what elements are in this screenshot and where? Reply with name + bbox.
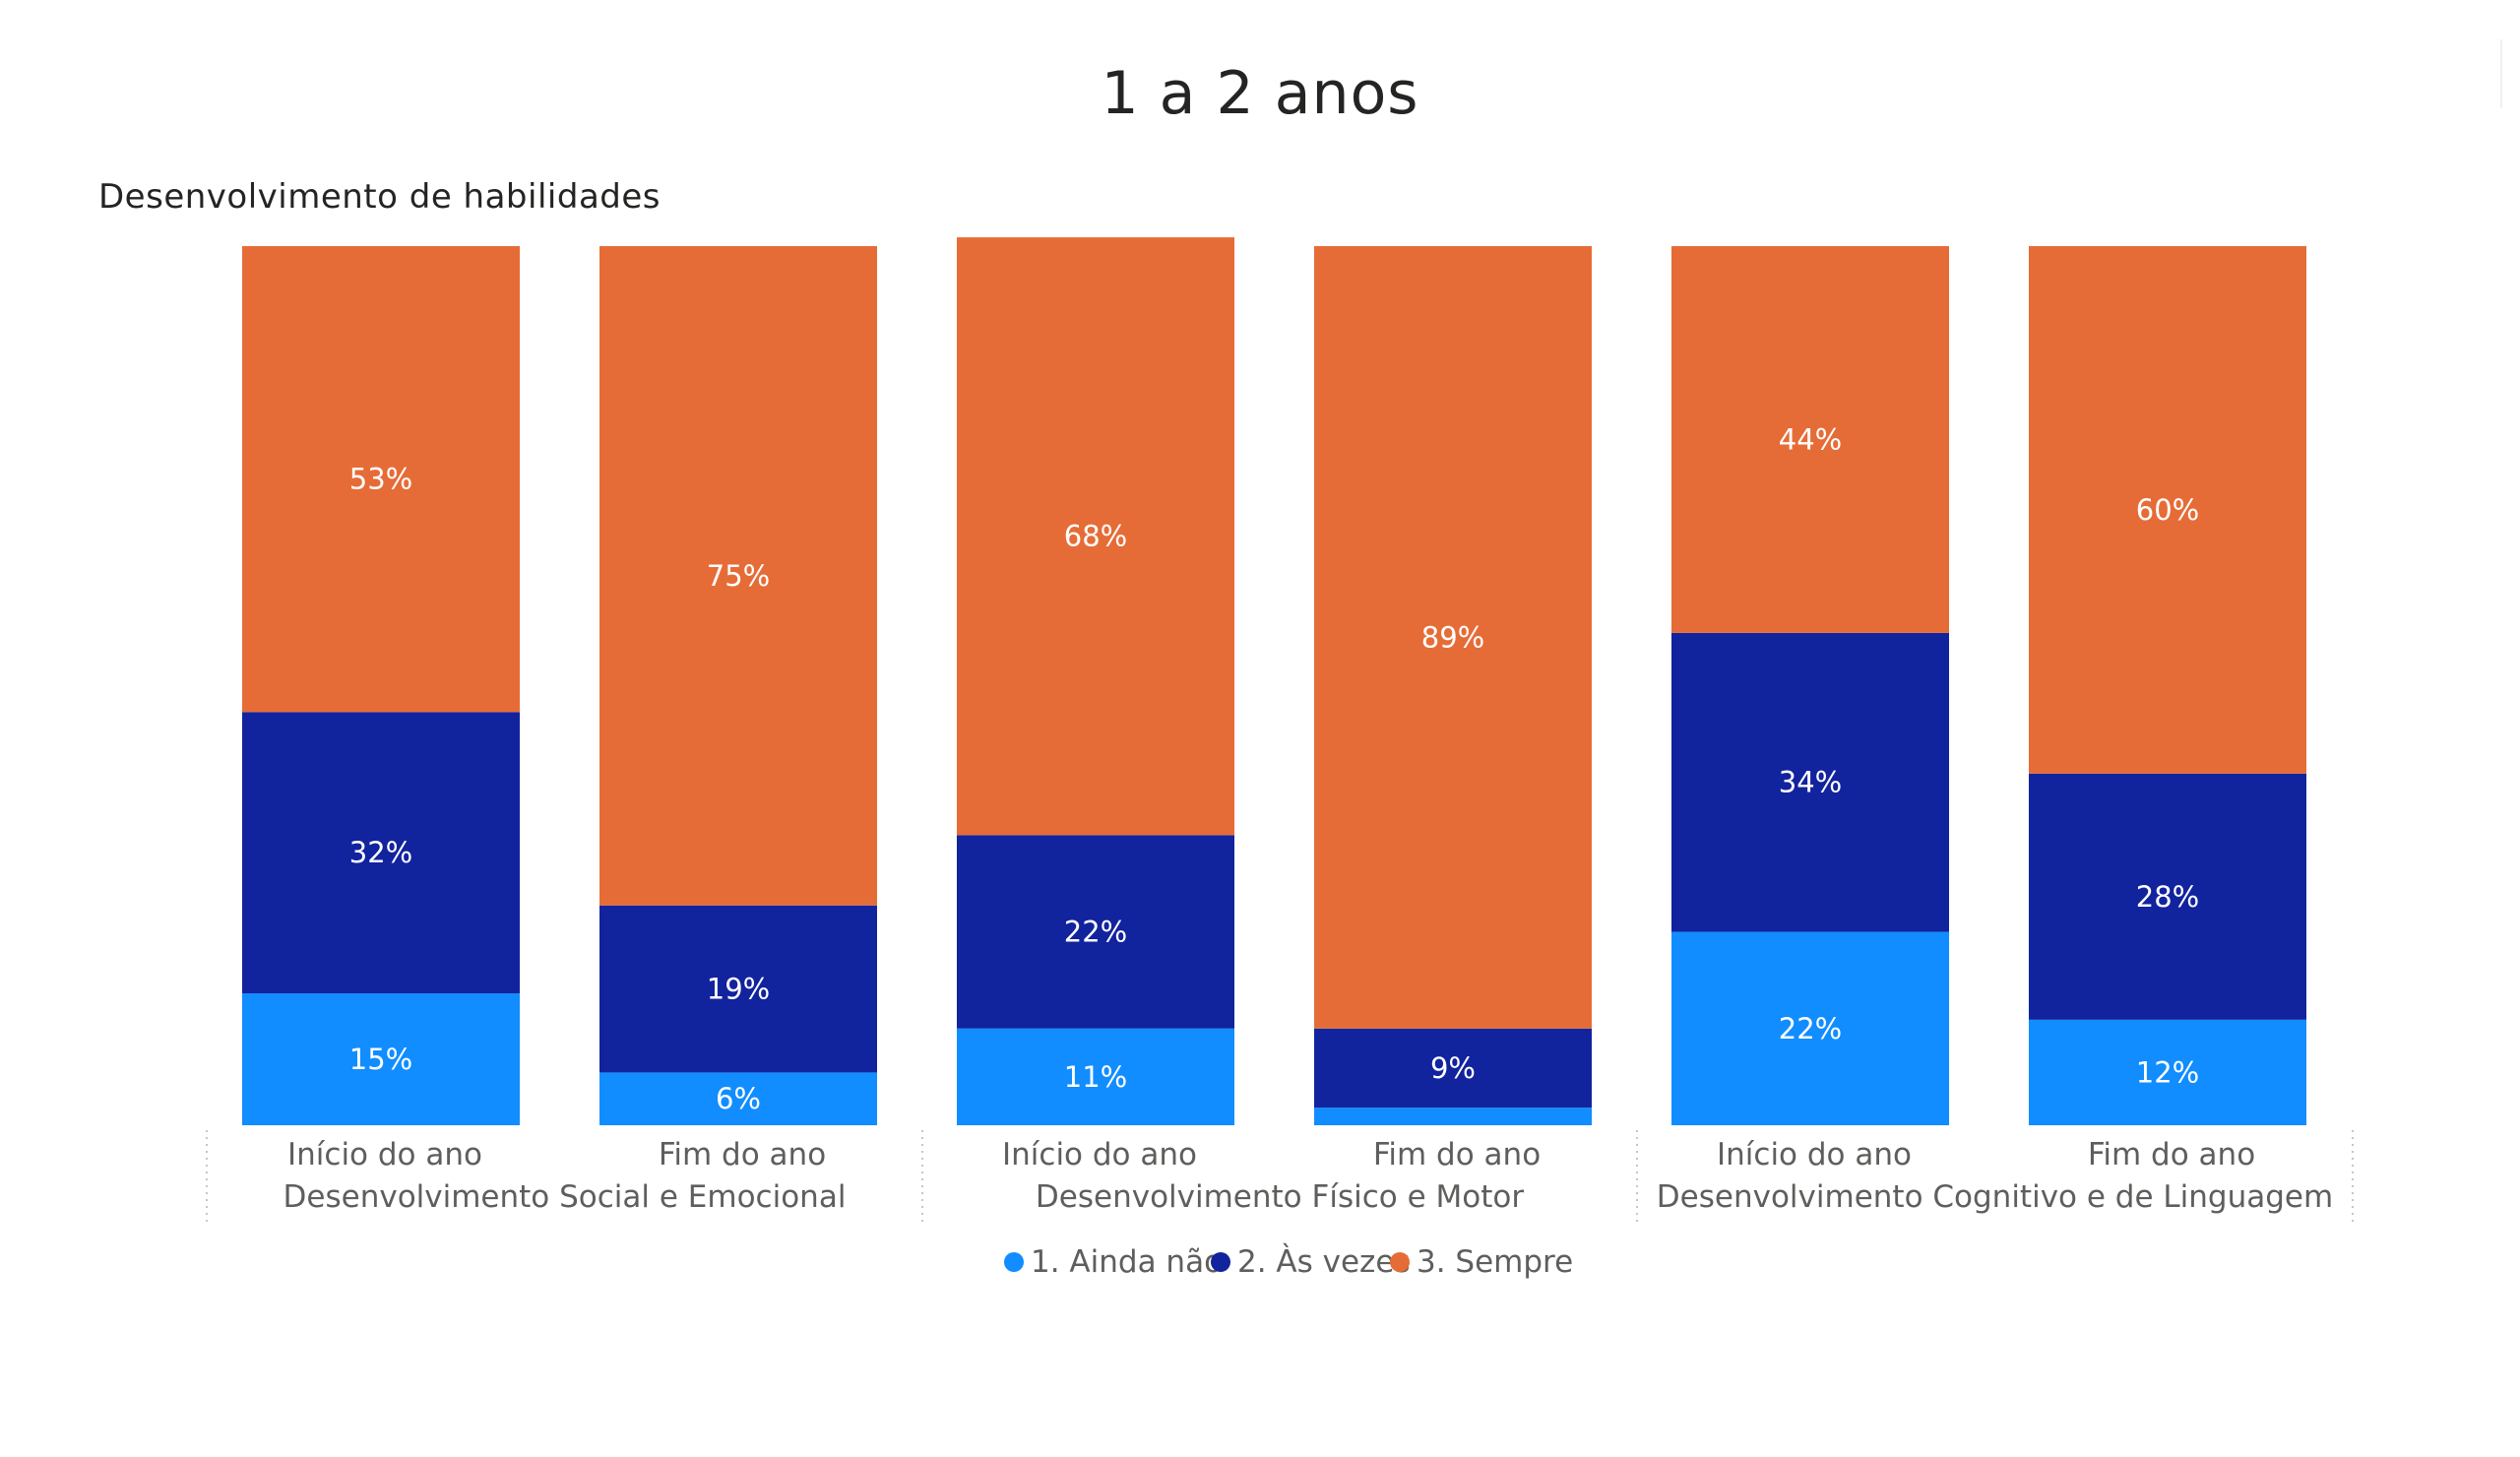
- legend-marker-3: [1390, 1252, 1410, 1272]
- page-title: 1 a 2 anos: [1101, 59, 1419, 128]
- data-label-1-2: 6%: [716, 1082, 761, 1115]
- bar-segment-3-2[interactable]: [599, 246, 877, 906]
- data-label-3-1: 53%: [349, 463, 412, 496]
- legend-marker-2: [1211, 1252, 1230, 1272]
- data-label-2-6: 28%: [2136, 880, 2199, 914]
- data-label-3-6: 60%: [2136, 493, 2199, 527]
- x-group-label-2: Desenvolvimento Físico e Motor: [1036, 1179, 1524, 1215]
- legend-item-3[interactable]: 3. Sempre: [1417, 1244, 1573, 1280]
- x-tick-label-1: Início do ano: [287, 1137, 482, 1172]
- bar-segment-2-6[interactable]: [2029, 773, 2306, 1020]
- data-label-2-1: 32%: [349, 836, 412, 869]
- bar-segment-3-6[interactable]: [2029, 246, 2306, 774]
- bar-segment-1-5[interactable]: [1671, 931, 1949, 1125]
- legend-item-1[interactable]: 1. Ainda não: [1031, 1244, 1223, 1280]
- data-label-2-4: 9%: [1430, 1051, 1476, 1085]
- bar-segment-1-6[interactable]: [2029, 1019, 2306, 1125]
- data-label-3-2: 75%: [707, 559, 770, 593]
- bar-segment-2-5[interactable]: [1671, 632, 1949, 932]
- panel-edge: [2500, 39, 2502, 108]
- x-tick-label-6: Fim do ano: [2088, 1137, 2255, 1172]
- bar-segment-3-1[interactable]: [242, 246, 520, 713]
- bar-segment-2-3[interactable]: [957, 835, 1234, 1029]
- bar-segment-2-4[interactable]: [1314, 1028, 1592, 1109]
- bar-segment-1-1[interactable]: [242, 993, 520, 1125]
- x-tick-label-5: Início do ano: [1717, 1137, 1912, 1172]
- bar-segment-1-4[interactable]: [1314, 1108, 1592, 1125]
- bar-segment-1-2[interactable]: [599, 1072, 877, 1125]
- bar-segment-2-2[interactable]: [599, 905, 877, 1073]
- bar-segment-2-1[interactable]: [242, 712, 520, 994]
- data-label-1-5: 22%: [1779, 1012, 1842, 1045]
- data-label-2-3: 22%: [1064, 916, 1127, 949]
- data-label-3-5: 44%: [1779, 422, 1842, 456]
- bar-segment-3-4[interactable]: [1314, 246, 1592, 1029]
- data-label-3-4: 89%: [1421, 620, 1484, 654]
- x-tick-label-4: Fim do ano: [1373, 1137, 1541, 1172]
- data-label-2-5: 34%: [1779, 766, 1842, 799]
- x-group-label-1: Desenvolvimento Social e Emocional: [284, 1179, 847, 1215]
- x-tick-label-3: Início do ano: [1002, 1137, 1197, 1172]
- chart-title: Desenvolvimento de habilidades: [98, 177, 661, 217]
- bar-segment-1-3[interactable]: [957, 1028, 1234, 1125]
- x-tick-label-2: Fim do ano: [659, 1137, 826, 1172]
- bar-segment-3-3[interactable]: [957, 237, 1234, 836]
- legend-item-2[interactable]: 2. Às vezes: [1237, 1244, 1411, 1280]
- bar-segment-3-5[interactable]: [1671, 246, 1949, 633]
- x-group-label-3: Desenvolvimento Cognitivo e de Linguagem: [1657, 1179, 2333, 1215]
- data-label-1-3: 11%: [1064, 1060, 1127, 1094]
- legend-marker-1: [1004, 1252, 1024, 1272]
- data-label-3-3: 68%: [1064, 520, 1127, 553]
- data-label-1-6: 12%: [2136, 1055, 2199, 1089]
- data-label-2-2: 19%: [707, 973, 770, 1006]
- data-label-1-1: 15%: [349, 1043, 412, 1076]
